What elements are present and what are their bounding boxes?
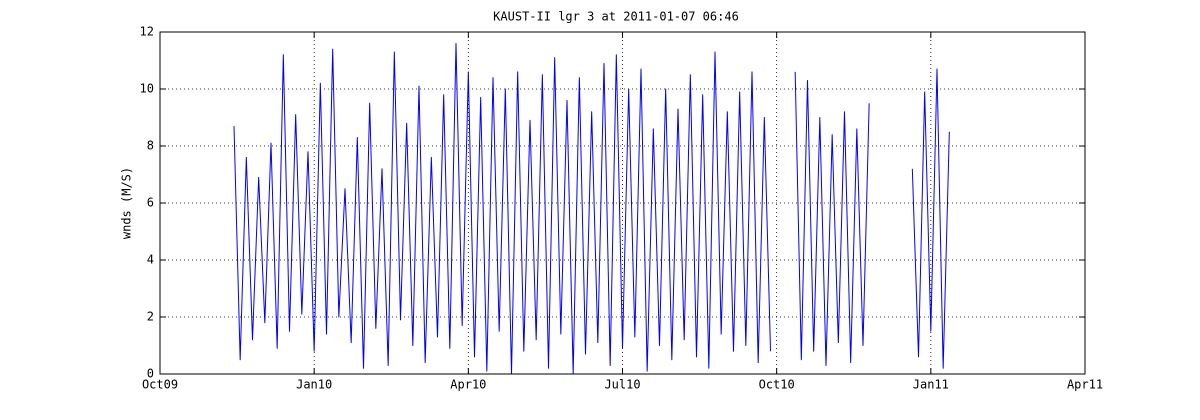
x-tick-label: Jan11 [913,378,949,392]
chart-title: KAUST-II lgr 3 at 2011-01-07 06:46 [493,10,739,24]
x-tick-label: Apr11 [1067,378,1103,392]
x-tick-label: Jan10 [296,378,332,392]
y-axis-label: wnds (M/S) [120,167,134,239]
x-tick-label: Oct10 [759,378,795,392]
x-tick-label: Apr10 [450,378,486,392]
y-tick-label: 8 [147,139,154,153]
x-tick-label: Oct09 [142,378,178,392]
y-tick-label: 12 [140,25,154,39]
x-tick-label: Jul10 [604,378,640,392]
y-tick-label: 0 [147,367,154,381]
plot-frame [159,31,1086,375]
y-tick-label: 2 [147,310,154,324]
y-tick-label: 4 [147,253,154,267]
data-line [233,42,950,375]
y-tick-label: 10 [140,82,154,96]
y-tick-label: 6 [147,196,154,210]
